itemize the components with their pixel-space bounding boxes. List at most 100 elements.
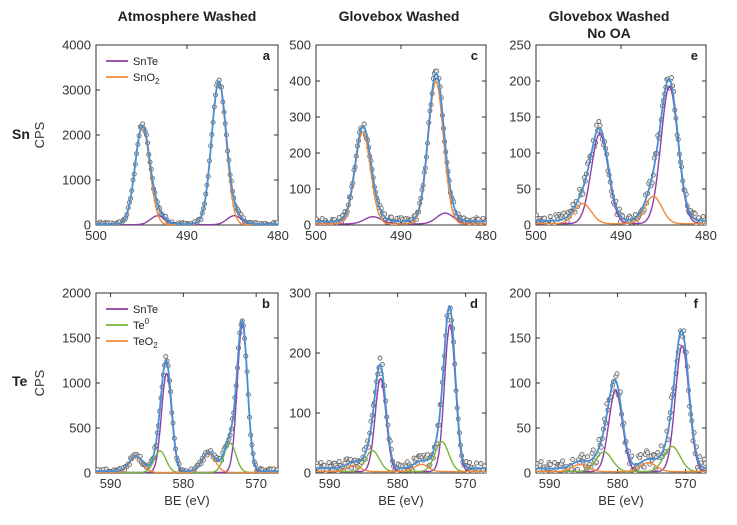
data-point <box>473 460 479 466</box>
axes-frame <box>315 292 487 474</box>
axes-frame <box>535 292 707 474</box>
panel-d: 590 580 570 0 100 200 300 BE (eV) d <box>289 286 487 508</box>
x-tick-label: 480 <box>695 228 717 243</box>
total-fit-curve <box>536 329 706 470</box>
legend-label: SnTe <box>133 56 158 68</box>
legend-label: SnO2 <box>133 72 160 86</box>
y-tick-label: 200 <box>289 346 311 361</box>
y-tick-label: 50 <box>517 182 531 197</box>
axes-frame <box>95 44 279 226</box>
y-tick-label: 150 <box>509 331 531 346</box>
y-tick-label: 500 <box>289 38 311 53</box>
y-tick-label: 200 <box>509 74 531 89</box>
y-tick-label: 0 <box>304 218 311 233</box>
y-tick-label: 2000 <box>62 128 91 143</box>
data-point <box>570 457 576 462</box>
data-point <box>597 123 603 128</box>
total-fit-curve <box>316 304 486 470</box>
y-tick-label: 1000 <box>62 376 91 391</box>
axes-frame <box>315 44 487 226</box>
data-point <box>163 354 169 360</box>
total-fit-curve <box>536 78 706 222</box>
component-curve-te0 <box>536 445 706 473</box>
x-tick-label: 480 <box>475 228 497 243</box>
y-tick-label: 1500 <box>62 331 91 346</box>
x-tick-label: 590 <box>319 476 341 491</box>
y-axis-label: CPS <box>32 369 47 396</box>
y-tick-label: 200 <box>289 146 311 161</box>
axes-frame <box>535 44 707 226</box>
y-tick-label: 100 <box>289 406 311 421</box>
panel-label: c <box>471 48 478 63</box>
y-tick-label: 0 <box>84 466 91 481</box>
x-tick-label: 500 <box>85 228 107 243</box>
y-tick-label: 50 <box>517 421 531 436</box>
data-point <box>700 214 706 220</box>
data-point <box>638 452 644 458</box>
y-tick-label: 400 <box>289 74 311 89</box>
column-subtitle-no-oa: No OA <box>587 25 631 41</box>
component-curve-teo2 <box>536 462 706 473</box>
data-point <box>585 454 591 460</box>
panel-label: f <box>694 296 699 311</box>
plot-area <box>536 75 706 225</box>
x-tick-label: 580 <box>173 476 195 491</box>
y-tick-label: 1000 <box>62 173 91 188</box>
legend: SnTe SnO2 <box>106 56 160 86</box>
column-titles: Atmosphere Washed Glovebox Washed Gloveb… <box>118 8 670 41</box>
x-axis-label: BE (eV) <box>598 493 644 508</box>
panel-label: a <box>263 48 271 63</box>
column-title-glovebox: Glovebox Washed <box>339 8 460 24</box>
panel-f: 590 580 570 0 50 100 150 200 BE (eV) f <box>509 286 707 508</box>
data-point <box>668 75 674 81</box>
component-curve-snte <box>96 323 278 473</box>
legend-label: SnTe <box>133 304 158 316</box>
data-point <box>547 462 553 467</box>
y-tick-label: 3000 <box>62 83 91 98</box>
data-point <box>467 460 473 465</box>
data-point <box>641 464 647 470</box>
data-point <box>547 214 553 219</box>
x-tick-label: 490 <box>610 228 632 243</box>
y-tick-label: 200 <box>509 286 531 301</box>
data-point <box>701 456 706 462</box>
y-tick-label: 150 <box>509 110 531 125</box>
y-tick-label: 0 <box>524 218 531 233</box>
x-tick-label: 570 <box>675 476 697 491</box>
column-title-glovebox-no-oa: Glovebox Washed <box>549 8 670 24</box>
panel-b: 590 580 570 0 500 1000 1500 2000 CPS BE (eV) b SnTe… <box>32 286 279 508</box>
x-tick-label: 580 <box>607 476 629 491</box>
panel-c: 500 490 480 0 100 200 300 400 500 c <box>289 38 497 244</box>
component-curve-sno2 <box>536 195 706 225</box>
data-point <box>425 452 431 458</box>
total-fit-curve <box>96 80 278 225</box>
data-point <box>538 459 544 465</box>
data-point <box>478 461 484 466</box>
component-curve-sno2 <box>316 80 486 225</box>
plot-area <box>96 77 278 225</box>
data-point <box>658 443 664 449</box>
x-tick-label: 570 <box>245 476 267 491</box>
x-tick-label: 500 <box>305 228 327 243</box>
total-fit-curve <box>316 72 486 223</box>
x-tick-label: 580 <box>387 476 409 491</box>
y-tick-label: 300 <box>289 110 311 125</box>
row-label-sn: Sn <box>12 126 30 142</box>
y-tick-label: 2000 <box>62 286 91 301</box>
plot-area <box>316 304 486 473</box>
data-point <box>326 460 332 465</box>
x-axis-label: BE (eV) <box>378 493 424 508</box>
x-tick-label: 590 <box>100 476 122 491</box>
legend-label: Te0 <box>133 317 150 332</box>
total-fit-curve <box>96 318 278 473</box>
x-tick-label: 570 <box>455 476 477 491</box>
plot-area <box>536 328 706 473</box>
row-label-te: Te <box>12 373 28 389</box>
panel-a: 500 490 480 0 1000 2000 3000 4000 CPS a SnTe SnO2 <box>32 38 289 244</box>
data-point <box>629 453 635 459</box>
x-tick-label: 590 <box>539 476 561 491</box>
x-tick-label: 490 <box>390 228 412 243</box>
x-tick-label: 500 <box>525 228 547 243</box>
